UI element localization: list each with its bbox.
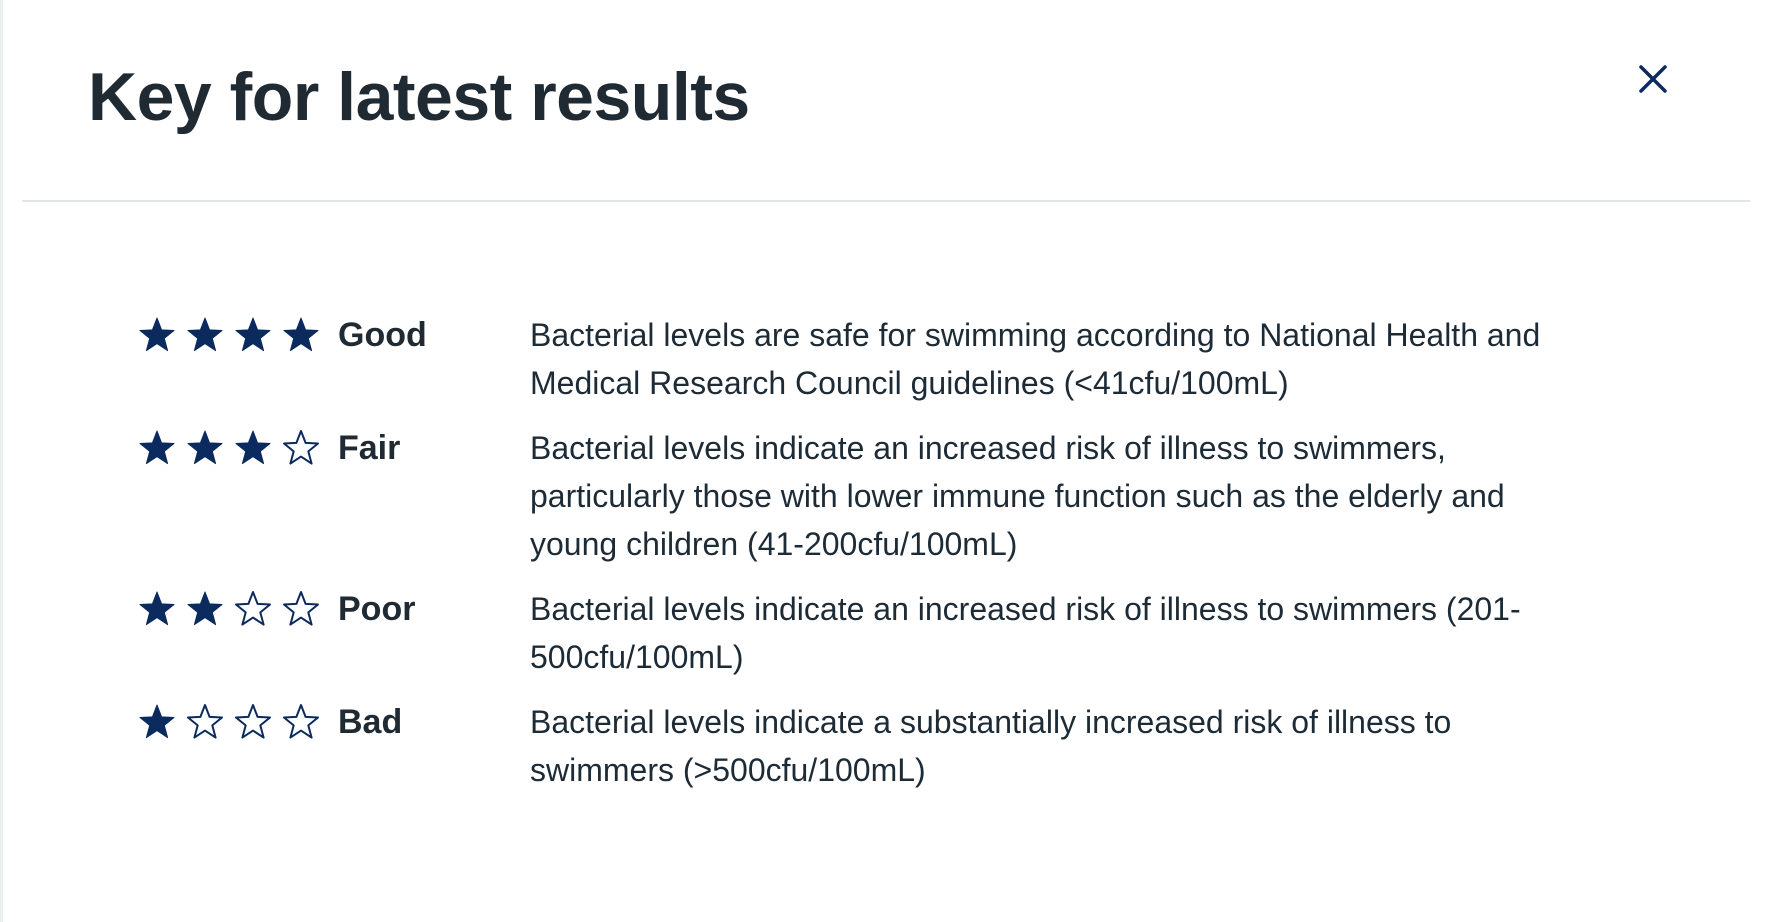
star-outline-icon xyxy=(282,429,320,467)
star-outline-icon xyxy=(234,703,272,741)
rating-row-poor: Poor Bacterial levels indicate an increa… xyxy=(138,585,1658,681)
key-modal: Key for latest results Good Bacterial le… xyxy=(22,0,1750,922)
star-filled-icon xyxy=(186,590,224,628)
star-rating xyxy=(138,698,338,746)
rating-label: Good xyxy=(338,316,427,354)
star-filled-icon xyxy=(138,316,176,354)
star-filled-icon xyxy=(282,316,320,354)
rating-description: Bacterial levels indicate a substantiall… xyxy=(530,704,1452,788)
rating-label: Poor xyxy=(338,590,416,628)
modal-title: Key for latest results xyxy=(88,59,750,135)
modal-header: Key for latest results xyxy=(22,0,1750,202)
star-outline-icon xyxy=(186,703,224,741)
star-rating xyxy=(138,311,338,359)
rating-description: Bacterial levels are safe for swimming a… xyxy=(530,317,1541,401)
background-edge xyxy=(0,0,3,922)
rating-row-fair: Fair Bacterial levels indicate an increa… xyxy=(138,424,1658,568)
star-filled-icon xyxy=(234,316,272,354)
star-filled-icon xyxy=(138,703,176,741)
star-outline-icon xyxy=(282,703,320,741)
star-filled-icon xyxy=(186,429,224,467)
star-filled-icon xyxy=(234,429,272,467)
close-icon xyxy=(1630,56,1676,102)
rating-row-bad: Bad Bacterial levels indicate a substant… xyxy=(138,698,1658,794)
star-filled-icon xyxy=(138,429,176,467)
rating-description: Bacterial levels indicate an increased r… xyxy=(530,591,1521,675)
rating-row-good: Good Bacterial levels are safe for swimm… xyxy=(138,311,1658,407)
star-outline-icon xyxy=(282,590,320,628)
star-rating xyxy=(138,424,338,472)
star-outline-icon xyxy=(234,590,272,628)
star-filled-icon xyxy=(138,590,176,628)
close-button[interactable] xyxy=(1630,56,1676,102)
star-rating xyxy=(138,585,338,633)
rating-key-list: Good Bacterial levels are safe for swimm… xyxy=(138,311,1658,811)
rating-label: Fair xyxy=(338,429,401,467)
rating-label: Bad xyxy=(338,703,403,741)
star-filled-icon xyxy=(186,316,224,354)
rating-description: Bacterial levels indicate an increased r… xyxy=(530,430,1505,562)
